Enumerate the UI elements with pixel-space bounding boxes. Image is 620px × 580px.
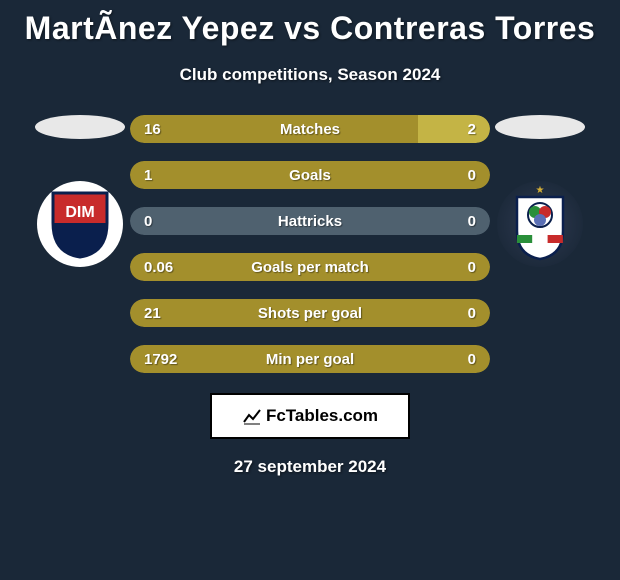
- shield-icon: DIM: [49, 189, 111, 259]
- stat-value-right: 0: [468, 351, 476, 368]
- stat-row: 0Hattricks0: [130, 207, 490, 235]
- stat-row: 21Shots per goal0: [130, 299, 490, 327]
- stat-value-right: 0: [468, 167, 476, 184]
- stat-row: 16Matches2: [130, 115, 490, 143]
- subtitle: Club competitions, Season 2024: [0, 65, 620, 85]
- stat-label: Hattricks: [130, 213, 490, 230]
- crest-icon: ★: [505, 185, 575, 263]
- team-badge-left: DIM: [37, 181, 123, 267]
- stat-row: 1792Min per goal0: [130, 345, 490, 373]
- stat-label: Shots per goal: [130, 305, 490, 322]
- stat-row: 0.06Goals per match0: [130, 253, 490, 281]
- stat-value-right: 0: [468, 259, 476, 276]
- comparison-content: DIM 16Matches21Goals00Hattricks00.06Goal…: [0, 115, 620, 373]
- footer-date: 27 september 2024: [0, 457, 620, 477]
- svg-text:DIM: DIM: [65, 204, 94, 221]
- stat-bars: 16Matches21Goals00Hattricks00.06Goals pe…: [130, 115, 490, 373]
- stat-label: Goals: [130, 167, 490, 184]
- player-placeholder-left: [35, 115, 125, 139]
- stat-value-right: 2: [468, 121, 476, 138]
- team-badge-right: ★: [497, 181, 583, 267]
- page-title: MartÃ­nez Yepez vs Contreras Torres: [0, 0, 620, 47]
- stat-label: Min per goal: [130, 351, 490, 368]
- footer-attribution: FcTables.com: [210, 393, 410, 439]
- player-placeholder-right: [495, 115, 585, 139]
- svg-text:★: ★: [536, 185, 545, 196]
- stat-row: 1Goals0: [130, 161, 490, 189]
- chart-icon: [242, 406, 262, 426]
- stat-label: Goals per match: [130, 259, 490, 276]
- stat-label: Matches: [130, 121, 490, 138]
- right-side: ★: [490, 115, 590, 267]
- stat-value-right: 0: [468, 213, 476, 230]
- footer-text: FcTables.com: [266, 406, 378, 426]
- stat-value-right: 0: [468, 305, 476, 322]
- left-side: DIM: [30, 115, 130, 267]
